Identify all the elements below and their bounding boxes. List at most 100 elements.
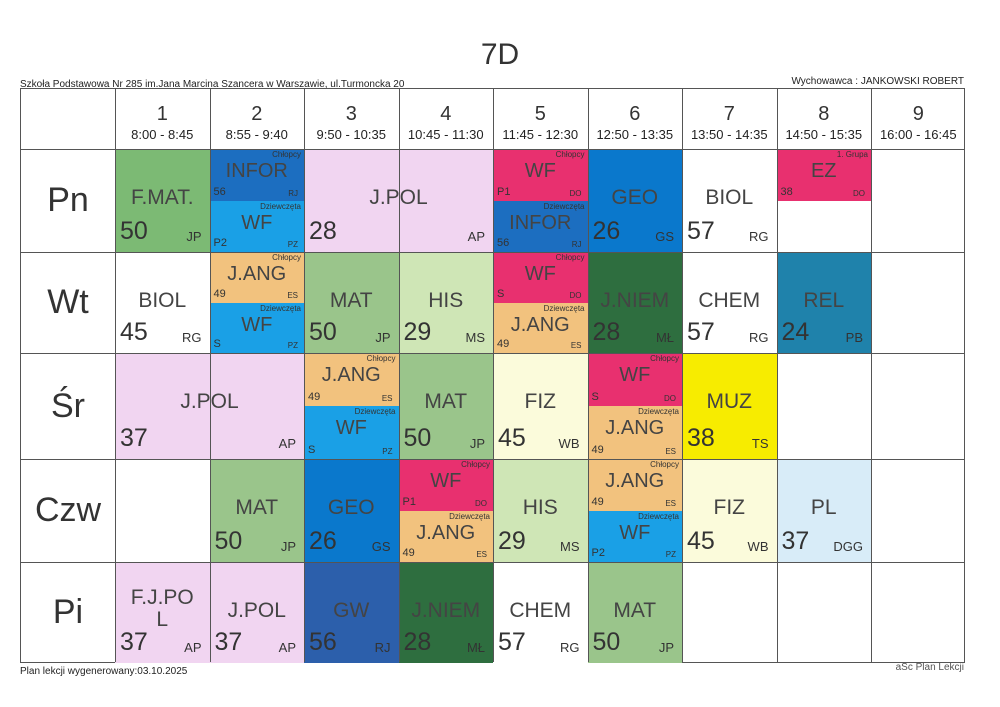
lesson-teacher: JP <box>469 436 485 451</box>
lesson-subject: J.POL <box>369 186 428 209</box>
grid-line <box>587 89 589 662</box>
lesson-cell[interactable]: CHEM 57 RG <box>682 252 777 353</box>
lesson-subject: MAT <box>424 390 468 413</box>
period-time: 14:50 - 15:35 <box>785 127 863 142</box>
lesson-group: Dziewczęta <box>260 201 301 211</box>
period-header-1: 1 8:00 - 8:45 <box>115 89 210 149</box>
lesson-room: 24 <box>781 318 810 346</box>
lesson-cell[interactable]: Dziewczęta WF P2 PZ <box>587 510 682 562</box>
lesson-room: S <box>308 444 316 456</box>
lesson-cell[interactable]: Dziewczęta J.ANG 49 ES <box>493 302 588 353</box>
software-brand: aSc Plan Lekcji <box>895 662 964 673</box>
lesson-cell[interactable]: MAT 50 JP <box>398 353 493 459</box>
grid-line <box>115 89 116 662</box>
lesson-group: Dziewczęta <box>543 303 585 313</box>
period-header-3: 3 9:50 - 10:35 <box>304 89 399 149</box>
lesson-cell[interactable]: Chłopcy WF P1 DO <box>493 149 588 201</box>
lesson-room: 49 <box>213 287 226 300</box>
lesson-subject: J.ANG <box>227 263 287 285</box>
lesson-room: 26 <box>309 527 337 555</box>
lesson-room: 49 <box>402 547 415 559</box>
lesson-cell[interactable]: BIOL 57 RG <box>682 149 777 252</box>
lesson-cell[interactable]: Chłopcy WF P1 DO <box>398 459 493 511</box>
lesson-subject: GEO <box>327 496 375 519</box>
lesson-teacher: JP <box>280 539 296 554</box>
school-name: Szkoła Podstawowa Nr 285 im.Jana Marcina… <box>20 79 405 90</box>
lesson-cell[interactable]: REL 24 PB <box>776 252 871 353</box>
lesson-cell[interactable]: GEO 26 GS <box>587 149 682 252</box>
grid-line <box>21 149 964 150</box>
lesson-cell[interactable]: GW 56 RJ <box>304 562 399 663</box>
grid-line <box>871 89 872 662</box>
day-label-1: Wt <box>47 283 89 321</box>
lesson-subject: WF <box>241 313 273 336</box>
lesson-teacher: GS <box>371 539 391 554</box>
lesson-cell[interactable]: FIZ 45 WB <box>493 353 588 459</box>
lesson-cell[interactable]: GEO 26 GS <box>304 459 399 562</box>
lesson-cell[interactable]: J.NIEM 28 MŁ <box>587 252 682 353</box>
lesson-subject: BIOL <box>138 289 187 312</box>
lesson-cell[interactable]: F.MAT. 50 JP <box>115 149 210 252</box>
lesson-room: P2 <box>591 547 605 559</box>
lesson-room: 28 <box>309 217 337 245</box>
lesson-teacher: PZ <box>287 341 298 350</box>
lesson-cell[interactable]: Chłopcy J.ANG 49 ES <box>209 252 304 303</box>
lesson-subject: J.NIEM <box>411 599 481 622</box>
lesson-room: 38 <box>780 185 793 198</box>
lesson-cell[interactable]: Dziewczęta J.ANG 49 ES <box>587 406 682 459</box>
lesson-cell[interactable]: MAT 50 JP <box>587 562 682 663</box>
lesson-cell[interactable]: HIS 29 MS <box>493 459 588 562</box>
lesson-subject: PL <box>810 496 837 519</box>
lesson-subject: J.ANG <box>416 521 476 544</box>
lesson-cell[interactable]: J.POL 37 AP <box>209 562 304 663</box>
lesson-cell[interactable]: Chłopcy J.ANG 49 ES <box>587 459 682 511</box>
lesson-cell[interactable]: Dziewczęta WF P2 PZ <box>209 200 304 252</box>
lesson-cell[interactable]: Dziewczęta WF S PZ <box>304 406 399 459</box>
lesson-teacher: PZ <box>382 447 393 456</box>
lesson-cell[interactable]: CHEM 57 RG <box>493 562 588 663</box>
page-title: 7D <box>480 38 520 71</box>
lesson-cell[interactable]: HIS 29 MS <box>398 252 493 353</box>
lesson-cell[interactable]: PL 37 DGG <box>776 459 871 562</box>
lesson-teacher: PZ <box>665 550 676 559</box>
lesson-teacher: DO <box>475 498 487 508</box>
day-label-4: Pi <box>52 593 84 631</box>
lesson-cell[interactable]: MAT 50 JP <box>304 252 399 353</box>
lesson-room: 45 <box>120 318 148 346</box>
day-label-3: Czw <box>34 491 102 529</box>
lesson-cell[interactable]: Dziewczęta WF S PZ <box>209 302 304 353</box>
lesson-room: 45 <box>687 527 715 555</box>
period-time: 11:45 - 12:30 <box>502 127 579 142</box>
lesson-cell[interactable]: MUZ 38 TS <box>682 353 777 459</box>
period-number: 2 <box>251 103 263 125</box>
lesson-teacher: JP <box>658 640 674 655</box>
lesson-subject: WF <box>619 521 651 544</box>
lesson-group: Dziewczęta <box>449 511 490 521</box>
lesson-teacher: AP <box>184 640 202 655</box>
lesson-cell[interactable]: Chłopcy WF S DO <box>493 252 588 303</box>
lesson-cell[interactable]: FIZ 45 WB <box>682 459 777 562</box>
lesson-room: S <box>213 338 221 350</box>
lesson-cell[interactable]: Dziewczęta INFOR 56 RJ <box>493 200 588 252</box>
lesson-cell[interactable]: MAT 50 JP <box>209 459 304 562</box>
lesson-group: Dziewczęta <box>638 407 679 416</box>
lesson-cell[interactable]: Dziewczęta J.ANG 49 ES <box>398 510 493 562</box>
lesson-teacher: WB <box>558 436 580 451</box>
lesson-cell[interactable]: F.J.PO L 37 AP <box>115 562 210 663</box>
period-time: 8:00 - 8:45 <box>131 127 194 142</box>
lesson-cell[interactable]: BIOL 45 RG <box>115 252 210 353</box>
period-number: 6 <box>629 103 641 125</box>
lesson-teacher: RG <box>560 640 580 655</box>
lesson-cell[interactable]: Chłopcy J.ANG 49 ES <box>304 353 399 406</box>
lesson-subject: CHEM <box>698 289 761 312</box>
lesson-cell[interactable]: 1. Grupa EZ 38 DO <box>776 149 871 201</box>
lesson-room: S <box>497 287 505 300</box>
lesson-cell[interactable]: Chłopcy WF S DO <box>587 353 682 406</box>
lesson-cell[interactable]: Chłopcy INFOR 56 RJ <box>209 149 304 201</box>
lesson-cell[interactable]: J.NIEM 28 MŁ <box>398 562 493 663</box>
lesson-teacher: ES <box>287 290 298 300</box>
grid-line <box>304 89 305 662</box>
grid-line <box>398 89 400 662</box>
lesson-room: 56 <box>213 185 226 198</box>
lesson-teacher: MS <box>465 330 486 345</box>
